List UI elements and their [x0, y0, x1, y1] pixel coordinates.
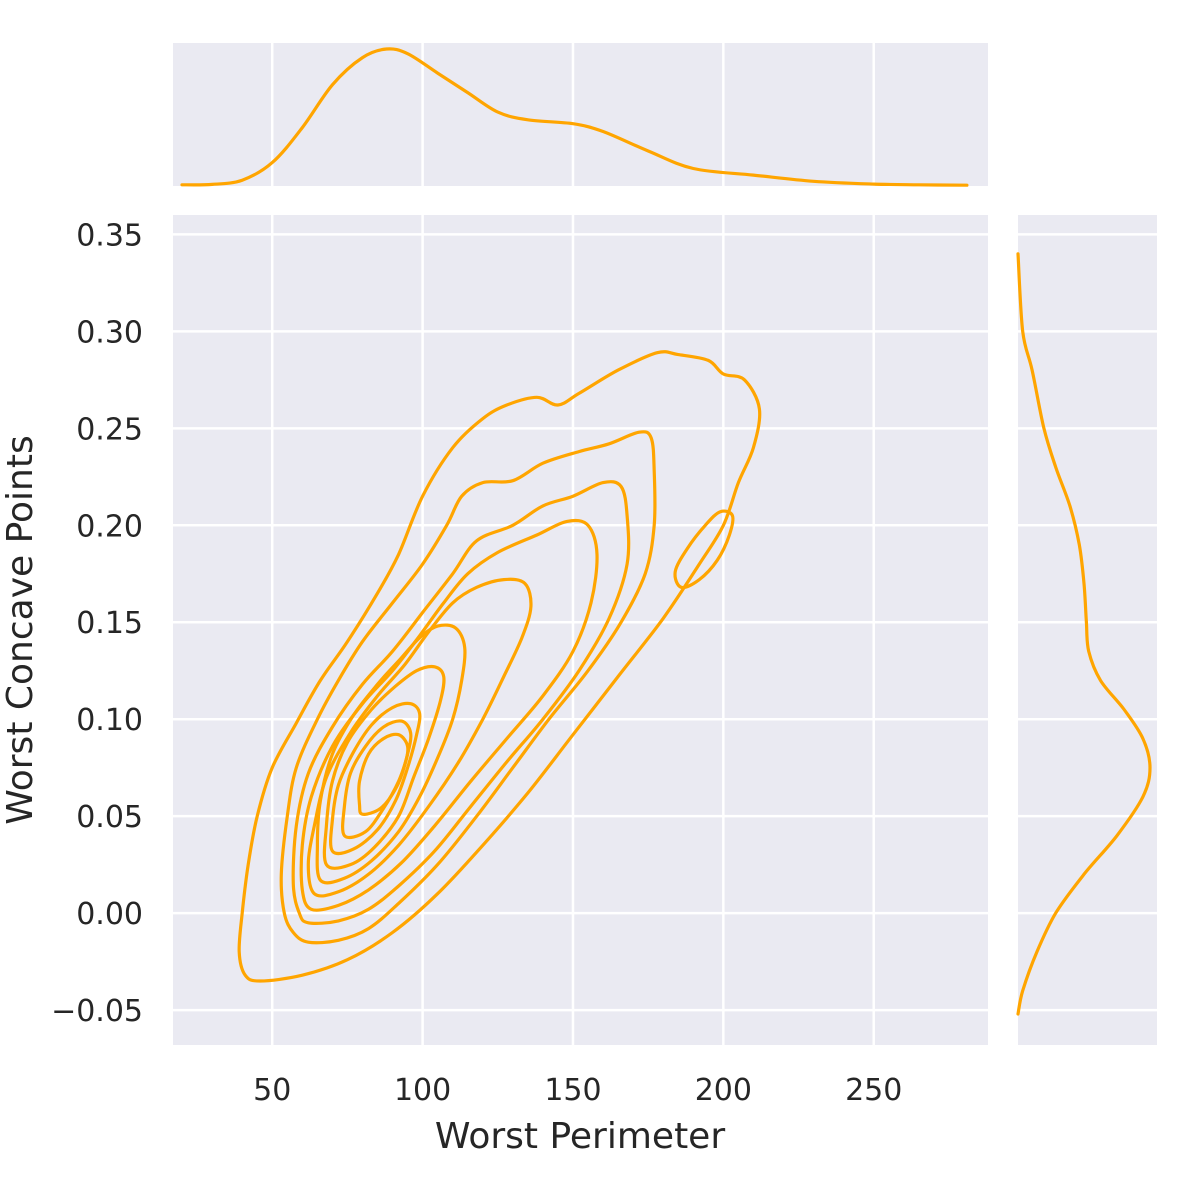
x-tick-label: 250	[845, 1073, 902, 1108]
x-tick-labels: 50 100 150 200 250	[253, 1073, 902, 1108]
kde-contour-level-11	[673, 509, 735, 590]
marginal-x-gridlines	[270, 43, 875, 186]
kde-contour-level-7	[322, 664, 446, 870]
joint-gridlines	[173, 215, 988, 1045]
marginal-x-density-curve	[180, 47, 969, 187]
x-axis-label: Worst Perimeter	[435, 1116, 725, 1157]
y-tick-label: 0.20	[76, 509, 143, 544]
y-tick-label: 0.35	[76, 218, 143, 253]
y-tick-label: 0.30	[76, 315, 143, 350]
y-tick-labels: −0.05 0.00 0.05 0.10 0.15 0.20 0.25 0.30 0.35	[51, 218, 143, 1029]
marginal-y-density-curve	[1016, 252, 1152, 1016]
kde-contour-level-4	[299, 518, 599, 912]
x-tick-label: 100	[394, 1073, 451, 1108]
y-axis-label: Worst Concave Points	[0, 435, 41, 825]
marginal-x-background	[173, 43, 988, 186]
y-tick-label: 0.10	[76, 703, 143, 738]
x-tick-label: 150	[544, 1073, 601, 1108]
marginal-y-panel	[1016, 215, 1157, 1045]
kde-contour-level-5	[306, 577, 533, 898]
kde-contours	[237, 350, 762, 983]
kde-contour-level-8	[328, 701, 422, 856]
joint-panel-background	[173, 215, 988, 1045]
kde-contour-level-1	[237, 350, 762, 983]
x-tick-label: 200	[695, 1073, 752, 1108]
joint-panel	[173, 215, 988, 1045]
y-tick-label: 0.15	[76, 606, 143, 641]
y-tick-label: 0.25	[76, 412, 143, 447]
kde-contour-level-2	[279, 430, 657, 945]
marginal-x-panel	[173, 43, 988, 187]
kde-contour-level-9	[340, 719, 413, 839]
marginal-y-gridlines	[1018, 233, 1157, 1012]
kde-contour-level-3	[291, 480, 631, 925]
x-tick-label: 50	[253, 1073, 291, 1108]
y-tick-label: 0.05	[76, 800, 143, 835]
y-tick-label: −0.05	[51, 994, 143, 1029]
kde-contour-level-10	[357, 732, 410, 816]
kde-contour-level-6	[315, 623, 467, 885]
y-tick-label: 0.00	[76, 897, 143, 932]
